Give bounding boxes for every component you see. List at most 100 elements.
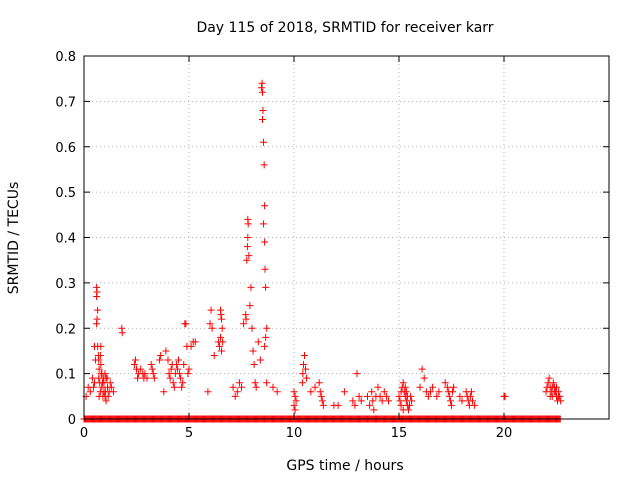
data-point	[435, 388, 443, 396]
y-tick-label: 0.4	[55, 232, 76, 247]
data-point	[178, 383, 186, 391]
data-point	[233, 388, 241, 396]
data-point	[263, 324, 271, 332]
data-point	[176, 370, 184, 378]
data-point	[184, 370, 192, 378]
data-points	[80, 79, 565, 423]
data-point	[557, 397, 565, 405]
data-point	[357, 397, 365, 405]
data-point	[406, 401, 413, 409]
x-axis-label: GPS time / hours	[286, 458, 403, 474]
data-point	[501, 392, 509, 400]
data-point	[446, 397, 454, 405]
data-point	[102, 374, 110, 382]
data-point	[403, 392, 411, 400]
data-point	[143, 374, 151, 382]
data-point	[302, 365, 310, 373]
data-point	[427, 388, 434, 396]
data-point	[182, 320, 190, 328]
y-axis-label: SRMTID / TECUs	[6, 182, 22, 295]
data-point	[273, 388, 281, 396]
data-point	[397, 401, 405, 409]
data-point	[311, 383, 319, 391]
data-point	[252, 383, 260, 391]
data-point	[102, 397, 110, 405]
data-point	[334, 401, 342, 409]
data-point	[257, 84, 265, 92]
data-point	[385, 397, 392, 405]
data-point	[467, 388, 475, 396]
data-point	[175, 356, 182, 364]
data-point	[173, 365, 181, 373]
data-point	[106, 379, 114, 387]
data-point	[149, 370, 157, 378]
data-point	[185, 365, 193, 373]
data-point	[456, 392, 464, 400]
data-point	[368, 388, 376, 396]
data-point	[101, 392, 109, 400]
data-point	[299, 361, 307, 369]
data-point	[550, 388, 558, 396]
data-point	[160, 388, 168, 396]
data-point	[165, 370, 173, 378]
data-point	[260, 220, 268, 228]
axis-ticks: 0 5 10 15 20 0 0.1 0.2 0.3 0.4 0.5 0.6 0.7 0.8	[55, 50, 609, 441]
x-tick-label: 20	[496, 426, 513, 441]
data-point	[418, 365, 426, 373]
data-point	[204, 388, 212, 396]
data-point	[291, 406, 299, 414]
data-point	[298, 379, 306, 387]
data-point	[376, 392, 384, 400]
data-point	[93, 283, 101, 291]
data-point	[364, 392, 371, 400]
data-point	[89, 383, 97, 391]
data-point	[162, 347, 170, 355]
data-point	[553, 383, 560, 391]
data-point	[429, 383, 437, 391]
data-point	[260, 161, 268, 169]
data-point	[349, 397, 357, 405]
data-point	[247, 283, 255, 291]
data-point	[118, 329, 126, 337]
data-point	[374, 383, 382, 391]
data-point	[353, 370, 361, 378]
data-point	[291, 392, 299, 400]
data-point	[148, 365, 156, 373]
data-point	[471, 401, 479, 409]
data-point	[262, 283, 270, 291]
y-tick-label: 0.1	[55, 368, 76, 383]
data-point	[177, 374, 185, 382]
data-point	[366, 401, 374, 409]
y-tick-label: 0	[68, 413, 76, 428]
data-point	[150, 374, 158, 382]
data-point	[180, 361, 188, 369]
data-point	[292, 397, 300, 405]
data-point	[243, 243, 251, 251]
data-point	[156, 356, 164, 364]
data-point	[217, 333, 224, 341]
data-point	[316, 388, 324, 396]
y-tick-label: 0.3	[55, 277, 76, 292]
data-point	[246, 302, 254, 310]
data-point	[351, 401, 359, 409]
data-point	[555, 392, 563, 400]
data-point	[340, 388, 348, 396]
data-point	[244, 215, 252, 223]
grid-lines	[84, 56, 609, 419]
data-point	[244, 234, 252, 241]
data-point	[466, 392, 474, 400]
data-point	[218, 347, 226, 355]
data-point	[450, 383, 458, 391]
data-point	[137, 365, 145, 373]
data-point	[98, 370, 106, 378]
data-point	[169, 379, 177, 387]
data-point	[191, 338, 199, 346]
data-point	[303, 374, 311, 382]
data-point	[187, 342, 195, 350]
data-point	[307, 388, 315, 396]
data-point	[243, 256, 251, 264]
data-point	[109, 388, 117, 396]
data-point	[242, 315, 250, 323]
data-point	[355, 392, 363, 400]
data-point	[164, 356, 172, 364]
